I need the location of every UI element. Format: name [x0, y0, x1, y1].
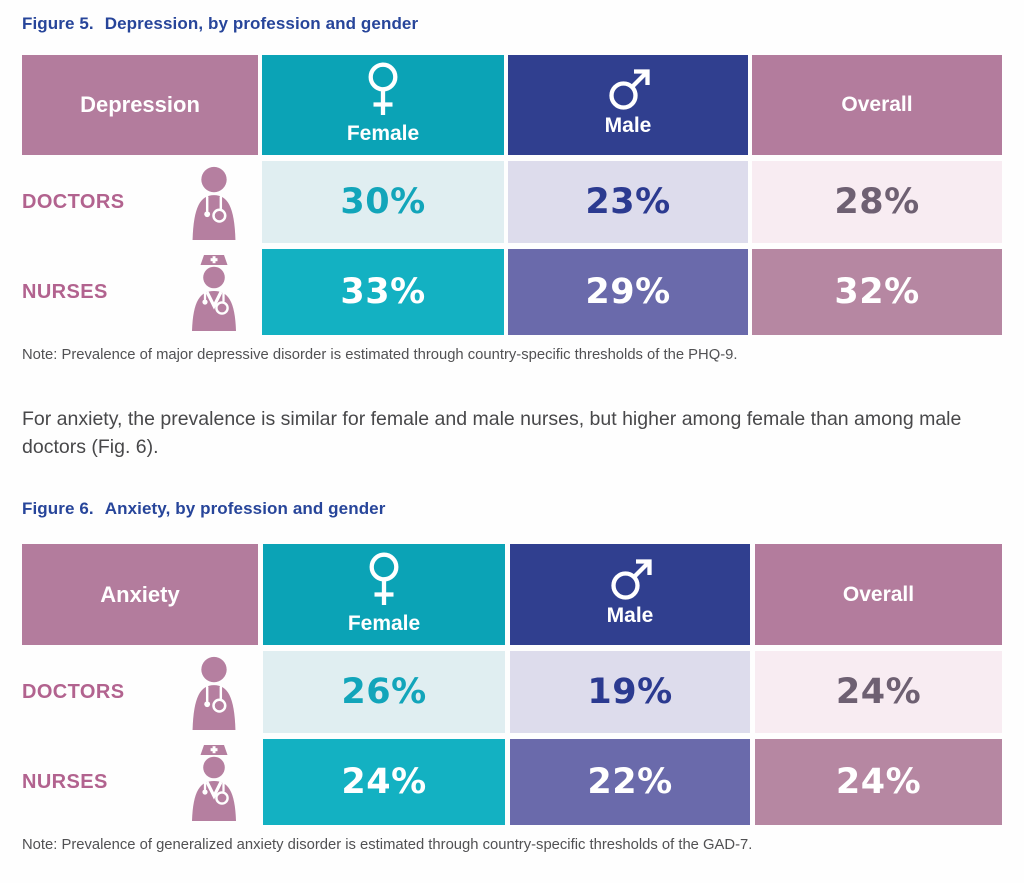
fig5-doctors-row-label: DOCTORS	[22, 161, 258, 243]
fig6-male-header: Male	[510, 544, 750, 645]
nurse-icon	[190, 743, 238, 821]
fig5-overall-label: Overall	[841, 93, 913, 116]
figure6-note: Note: Prevalence of generalized anxiety …	[22, 837, 753, 853]
fig6-female-header: Female	[263, 544, 505, 645]
doctor-icon	[191, 655, 237, 730]
fig5-female-label: Female	[346, 122, 420, 145]
fig6-doctors-male-value: 19%	[587, 672, 673, 712]
fig5-nurses-row-label: NURSES	[22, 249, 258, 335]
fig5-nurses-male-cell: 29%	[508, 249, 748, 335]
nurse-icon	[190, 253, 238, 331]
fig6-female-label: Female	[347, 612, 421, 635]
nurses-label: NURSES	[22, 280, 108, 303]
fig6-nurses-overall-cell: 24%	[755, 739, 1002, 825]
fig6-corner-label: Anxiety	[100, 581, 180, 607]
fig6-corner-header: Anxiety	[22, 544, 258, 645]
fig6-nurses-male-cell: 22%	[510, 739, 750, 825]
fig5-doctors-male-value: 23%	[585, 182, 671, 222]
fig5-nurses-overall-cell: 32%	[752, 249, 1002, 335]
doctor-icon	[191, 165, 237, 240]
fig5-female-header: Female	[262, 55, 504, 155]
figure6-heading: Anxiety, by profession and gender	[104, 499, 386, 518]
figure5-title: Figure 5. Depression, by profession and g…	[22, 14, 1002, 34]
fig5-nurses-female-value: 33%	[340, 272, 426, 312]
fig6-doctors-overall-cell: 24%	[755, 651, 1002, 733]
fig5-corner-header: Depression	[22, 55, 258, 155]
fig6-overall-header: Overall	[755, 544, 1002, 645]
body-paragraph: For anxiety, the prevalence is similar f…	[22, 408, 962, 458]
female-symbol-icon	[362, 552, 406, 609]
fig5-doctors-female-value: 30%	[340, 182, 426, 222]
fig6-male-label: Male	[606, 604, 654, 627]
doctors-label: DOCTORS	[22, 190, 125, 213]
fig6-doctors-female-value: 26%	[341, 672, 427, 712]
fig5-male-header: Male	[508, 55, 748, 155]
fig5-nurses-female-cell: 33%	[262, 249, 504, 335]
figure5-label: Figure 5.	[22, 14, 94, 33]
fig6-nurses-male-value: 22%	[587, 762, 673, 802]
fig5-corner-label: Depression	[80, 92, 200, 117]
fig5-male-label: Male	[604, 114, 652, 137]
doctors-label: DOCTORS	[22, 680, 125, 703]
fig6-doctors-overall-value: 24%	[835, 672, 922, 712]
figure6-label: Figure 6.	[22, 499, 94, 518]
fig5-overall-header: Overall	[752, 55, 1002, 155]
fig5-nurses-male-value: 29%	[585, 272, 671, 312]
male-symbol-icon	[608, 557, 653, 601]
fig6-doctors-row-label: DOCTORS	[22, 651, 258, 733]
nurses-label: NURSES	[22, 770, 108, 793]
fig6-doctors-male-cell: 19%	[510, 651, 750, 733]
figure5-table: Depression Female Male Overall DOCTORS 3…	[22, 55, 1002, 335]
female-symbol-icon	[361, 62, 405, 119]
fig5-nurses-overall-value: 32%	[834, 272, 920, 312]
male-symbol-icon	[606, 67, 651, 111]
figure6-title: Figure 6. Anxiety, by profession and gend…	[22, 499, 1002, 519]
figure6-table: Anxiety Female Male Overall DOCTORS 26% …	[22, 544, 1002, 825]
fig6-overall-label: Overall	[842, 582, 915, 606]
figure5-note: Note: Prevalence of major depressive dis…	[22, 347, 738, 363]
fig6-nurses-row-label: NURSES	[22, 739, 258, 825]
fig5-doctors-overall-value: 28%	[834, 182, 920, 222]
fig5-doctors-overall-cell: 28%	[752, 161, 1002, 243]
fig5-doctors-female-cell: 30%	[262, 161, 504, 243]
fig5-doctors-male-cell: 23%	[508, 161, 748, 243]
fig6-nurses-female-cell: 24%	[263, 739, 505, 825]
fig6-nurses-female-value: 24%	[341, 762, 427, 802]
report-page: Figure 5. Depression, by profession and g…	[0, 14, 1024, 883]
figure5-heading: Depression, by profession and gender	[104, 14, 419, 33]
fig6-nurses-overall-value: 24%	[835, 762, 922, 802]
fig6-doctors-female-cell: 26%	[263, 651, 505, 733]
